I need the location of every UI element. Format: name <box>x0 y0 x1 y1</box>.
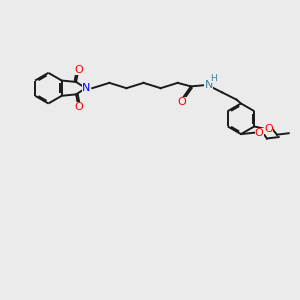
Text: O: O <box>74 64 83 75</box>
Text: N: N <box>204 80 213 90</box>
Text: N: N <box>82 83 90 93</box>
Text: O: O <box>74 102 83 112</box>
Text: O: O <box>178 97 187 107</box>
Text: O: O <box>255 128 264 138</box>
Text: H: H <box>210 74 217 83</box>
Text: O: O <box>264 124 273 134</box>
